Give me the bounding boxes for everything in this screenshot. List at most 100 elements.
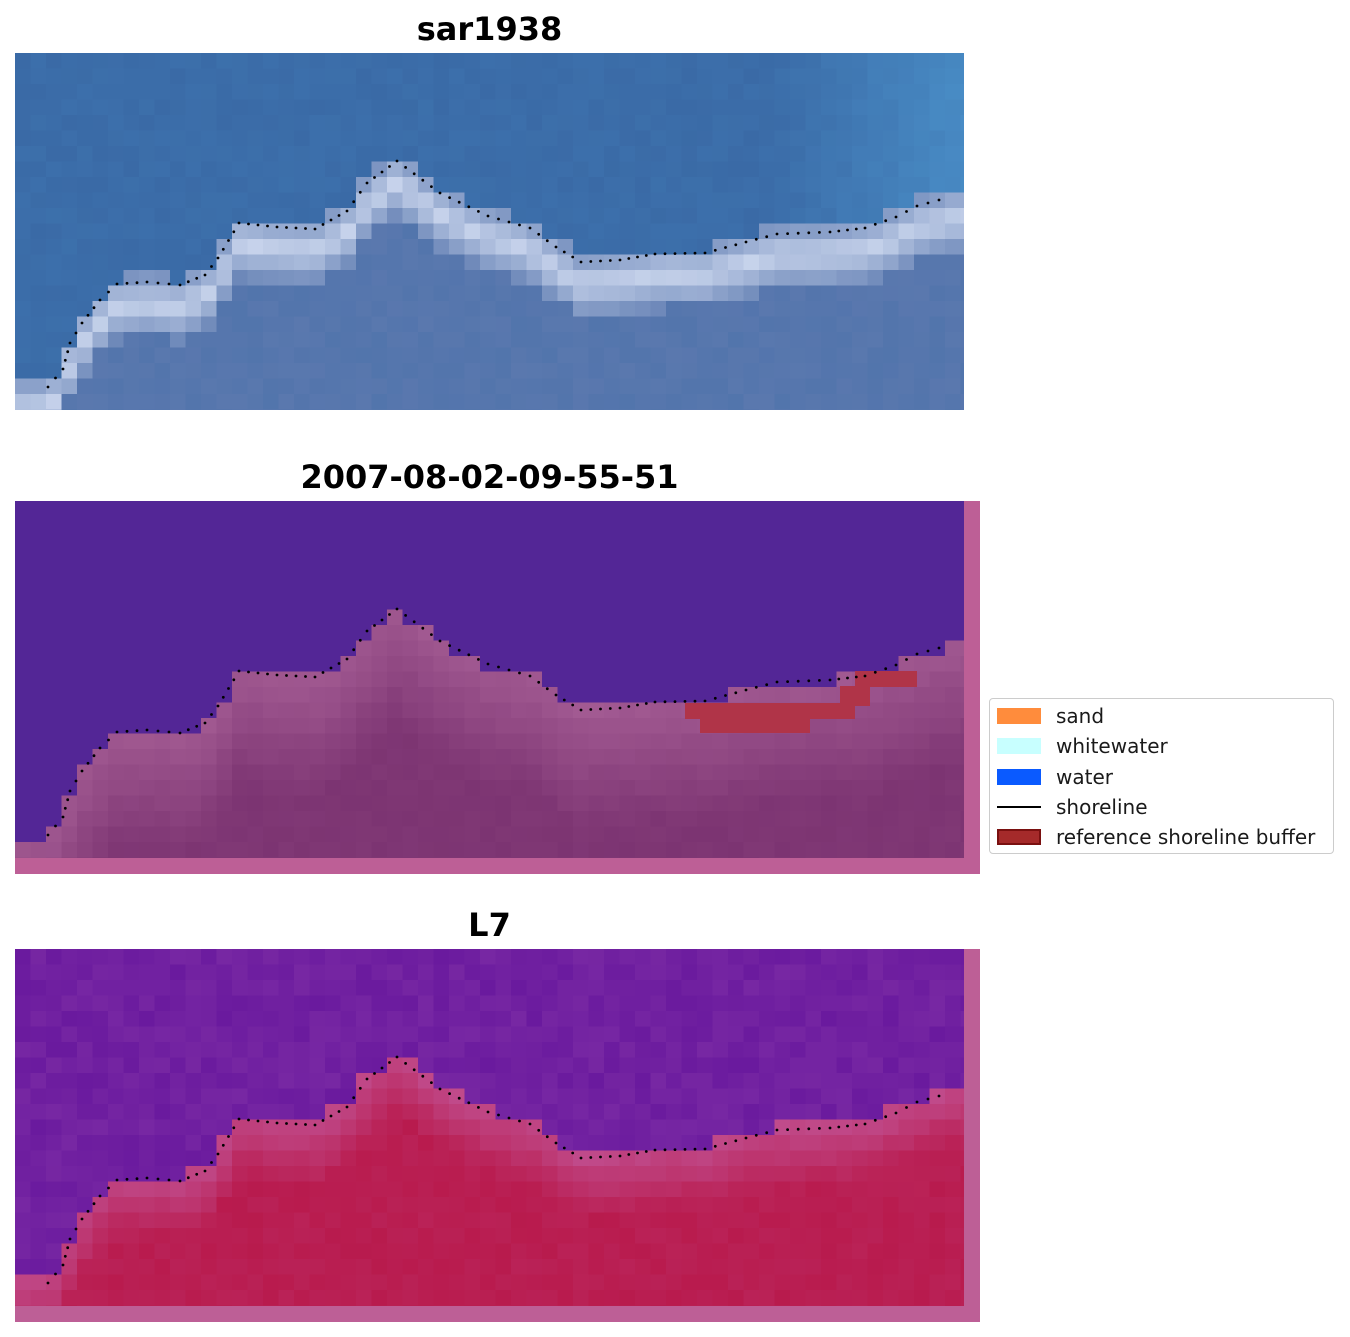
shoreline-point <box>937 198 941 202</box>
shoreline-point <box>135 1177 139 1181</box>
shoreline-point <box>395 607 399 611</box>
shoreline-point <box>404 1062 407 1065</box>
shoreline-point <box>507 220 511 224</box>
shoreline-point <box>894 1111 898 1115</box>
shoreline-point <box>68 789 72 793</box>
shoreline-point <box>571 255 575 259</box>
shoreline-point <box>618 1154 622 1158</box>
shoreline-point <box>156 1177 160 1181</box>
shoreline-point <box>294 1122 298 1126</box>
shoreline-point <box>285 1122 288 1125</box>
shoreline-point <box>388 165 391 168</box>
shoreline-point <box>321 1119 325 1122</box>
shoreline-point <box>448 644 451 647</box>
shoreline-point <box>388 1061 391 1064</box>
shoreline-point <box>115 730 119 734</box>
legend-item-sand: sand <box>997 704 1332 728</box>
shoreline-point <box>786 232 789 236</box>
shoreline-point <box>545 239 549 243</box>
legend-item-shoreline: shoreline <box>997 795 1332 819</box>
shoreline-point <box>412 620 416 624</box>
panel-border <box>15 949 980 1322</box>
shoreline-point <box>448 1092 451 1095</box>
shoreline-point <box>724 246 727 249</box>
shoreline-point <box>46 833 50 837</box>
panel-title-satellite: L7 <box>468 906 511 944</box>
shoreline-point <box>854 227 858 231</box>
shoreline-point <box>227 1135 230 1138</box>
shoreline-point <box>589 260 593 263</box>
legend: sand whitewater water shoreline referenc… <box>989 698 1334 854</box>
shoreline-point <box>828 230 832 234</box>
shoreline-point <box>796 231 800 235</box>
shoreline-point <box>786 680 789 683</box>
shoreline-point <box>145 280 149 284</box>
shoreline-point <box>713 696 717 700</box>
shoreline-point <box>477 1106 480 1109</box>
shoreline-point <box>884 667 888 671</box>
shoreline-point <box>373 176 376 179</box>
classes-pixel-mosaic <box>15 501 964 858</box>
shoreline-point <box>46 385 50 389</box>
shoreline-point <box>373 1072 376 1075</box>
shoreline-point <box>98 298 102 302</box>
shoreline-point <box>467 1101 471 1105</box>
shoreline-point <box>107 290 110 294</box>
shoreline-point <box>528 226 532 230</box>
shoreline-point <box>329 666 333 670</box>
shoreline-point <box>518 671 521 675</box>
shoreline-point <box>507 1116 511 1120</box>
shoreline-point <box>663 252 667 256</box>
shoreline-point <box>178 731 182 735</box>
legend-label-sand: sand <box>1056 704 1105 728</box>
shoreline-point <box>537 1128 541 1132</box>
shoreline-point <box>846 676 849 680</box>
shoreline-point <box>653 700 657 704</box>
shoreline-point <box>66 798 70 802</box>
shoreline-point <box>937 1094 941 1098</box>
panel-border-right <box>964 501 980 874</box>
shoreline-point <box>599 707 602 711</box>
shoreline-point <box>846 1124 849 1128</box>
shoreline-point <box>537 680 541 684</box>
shoreline-point <box>221 1143 225 1147</box>
shoreline-point <box>86 1209 90 1213</box>
shoreline-point <box>579 708 583 712</box>
shoreline-point <box>237 669 241 673</box>
shoreline-point <box>256 1119 260 1123</box>
shoreline-point <box>818 1127 821 1130</box>
shoreline-point <box>74 1227 78 1231</box>
shoreline-point <box>884 1115 888 1119</box>
shoreline-point <box>457 200 461 204</box>
shoreline-point <box>365 1077 369 1081</box>
shoreline-point <box>86 761 90 765</box>
shoreline-point <box>232 678 236 682</box>
reference-buffer-swatch <box>997 829 1041 845</box>
shoreline-dots <box>46 1055 941 1285</box>
shoreline-point <box>438 1087 442 1091</box>
panel-title-date: 2007-08-02-09-55-51 <box>300 458 679 496</box>
legend-label-reference-buffer: reference shoreline buffer <box>1056 825 1316 849</box>
shoreline-point <box>828 1126 832 1130</box>
shoreline-point <box>98 1194 102 1198</box>
shoreline-point <box>395 1055 399 1059</box>
shoreline-point <box>115 282 119 286</box>
legend-item-water: water <box>997 765 1332 789</box>
shoreline-point <box>221 695 225 699</box>
shoreline-point <box>285 674 288 677</box>
shoreline-point <box>915 1100 919 1104</box>
shoreline-point <box>467 205 471 209</box>
shoreline-point <box>216 1152 220 1156</box>
shoreline-point <box>863 1122 867 1126</box>
shoreline-point <box>412 1068 416 1072</box>
shoreline-point <box>863 226 867 230</box>
shoreline-point <box>713 248 717 252</box>
shoreline-point <box>518 223 521 227</box>
legend-item-reference-buffer: reference shoreline buffer <box>997 825 1332 849</box>
shoreline-point <box>734 691 738 695</box>
shoreline-point <box>854 1123 858 1127</box>
shoreline-point <box>352 648 356 652</box>
panel-border-bottom <box>15 858 980 874</box>
shoreline-point <box>232 1126 236 1130</box>
shoreline-point <box>275 673 279 677</box>
